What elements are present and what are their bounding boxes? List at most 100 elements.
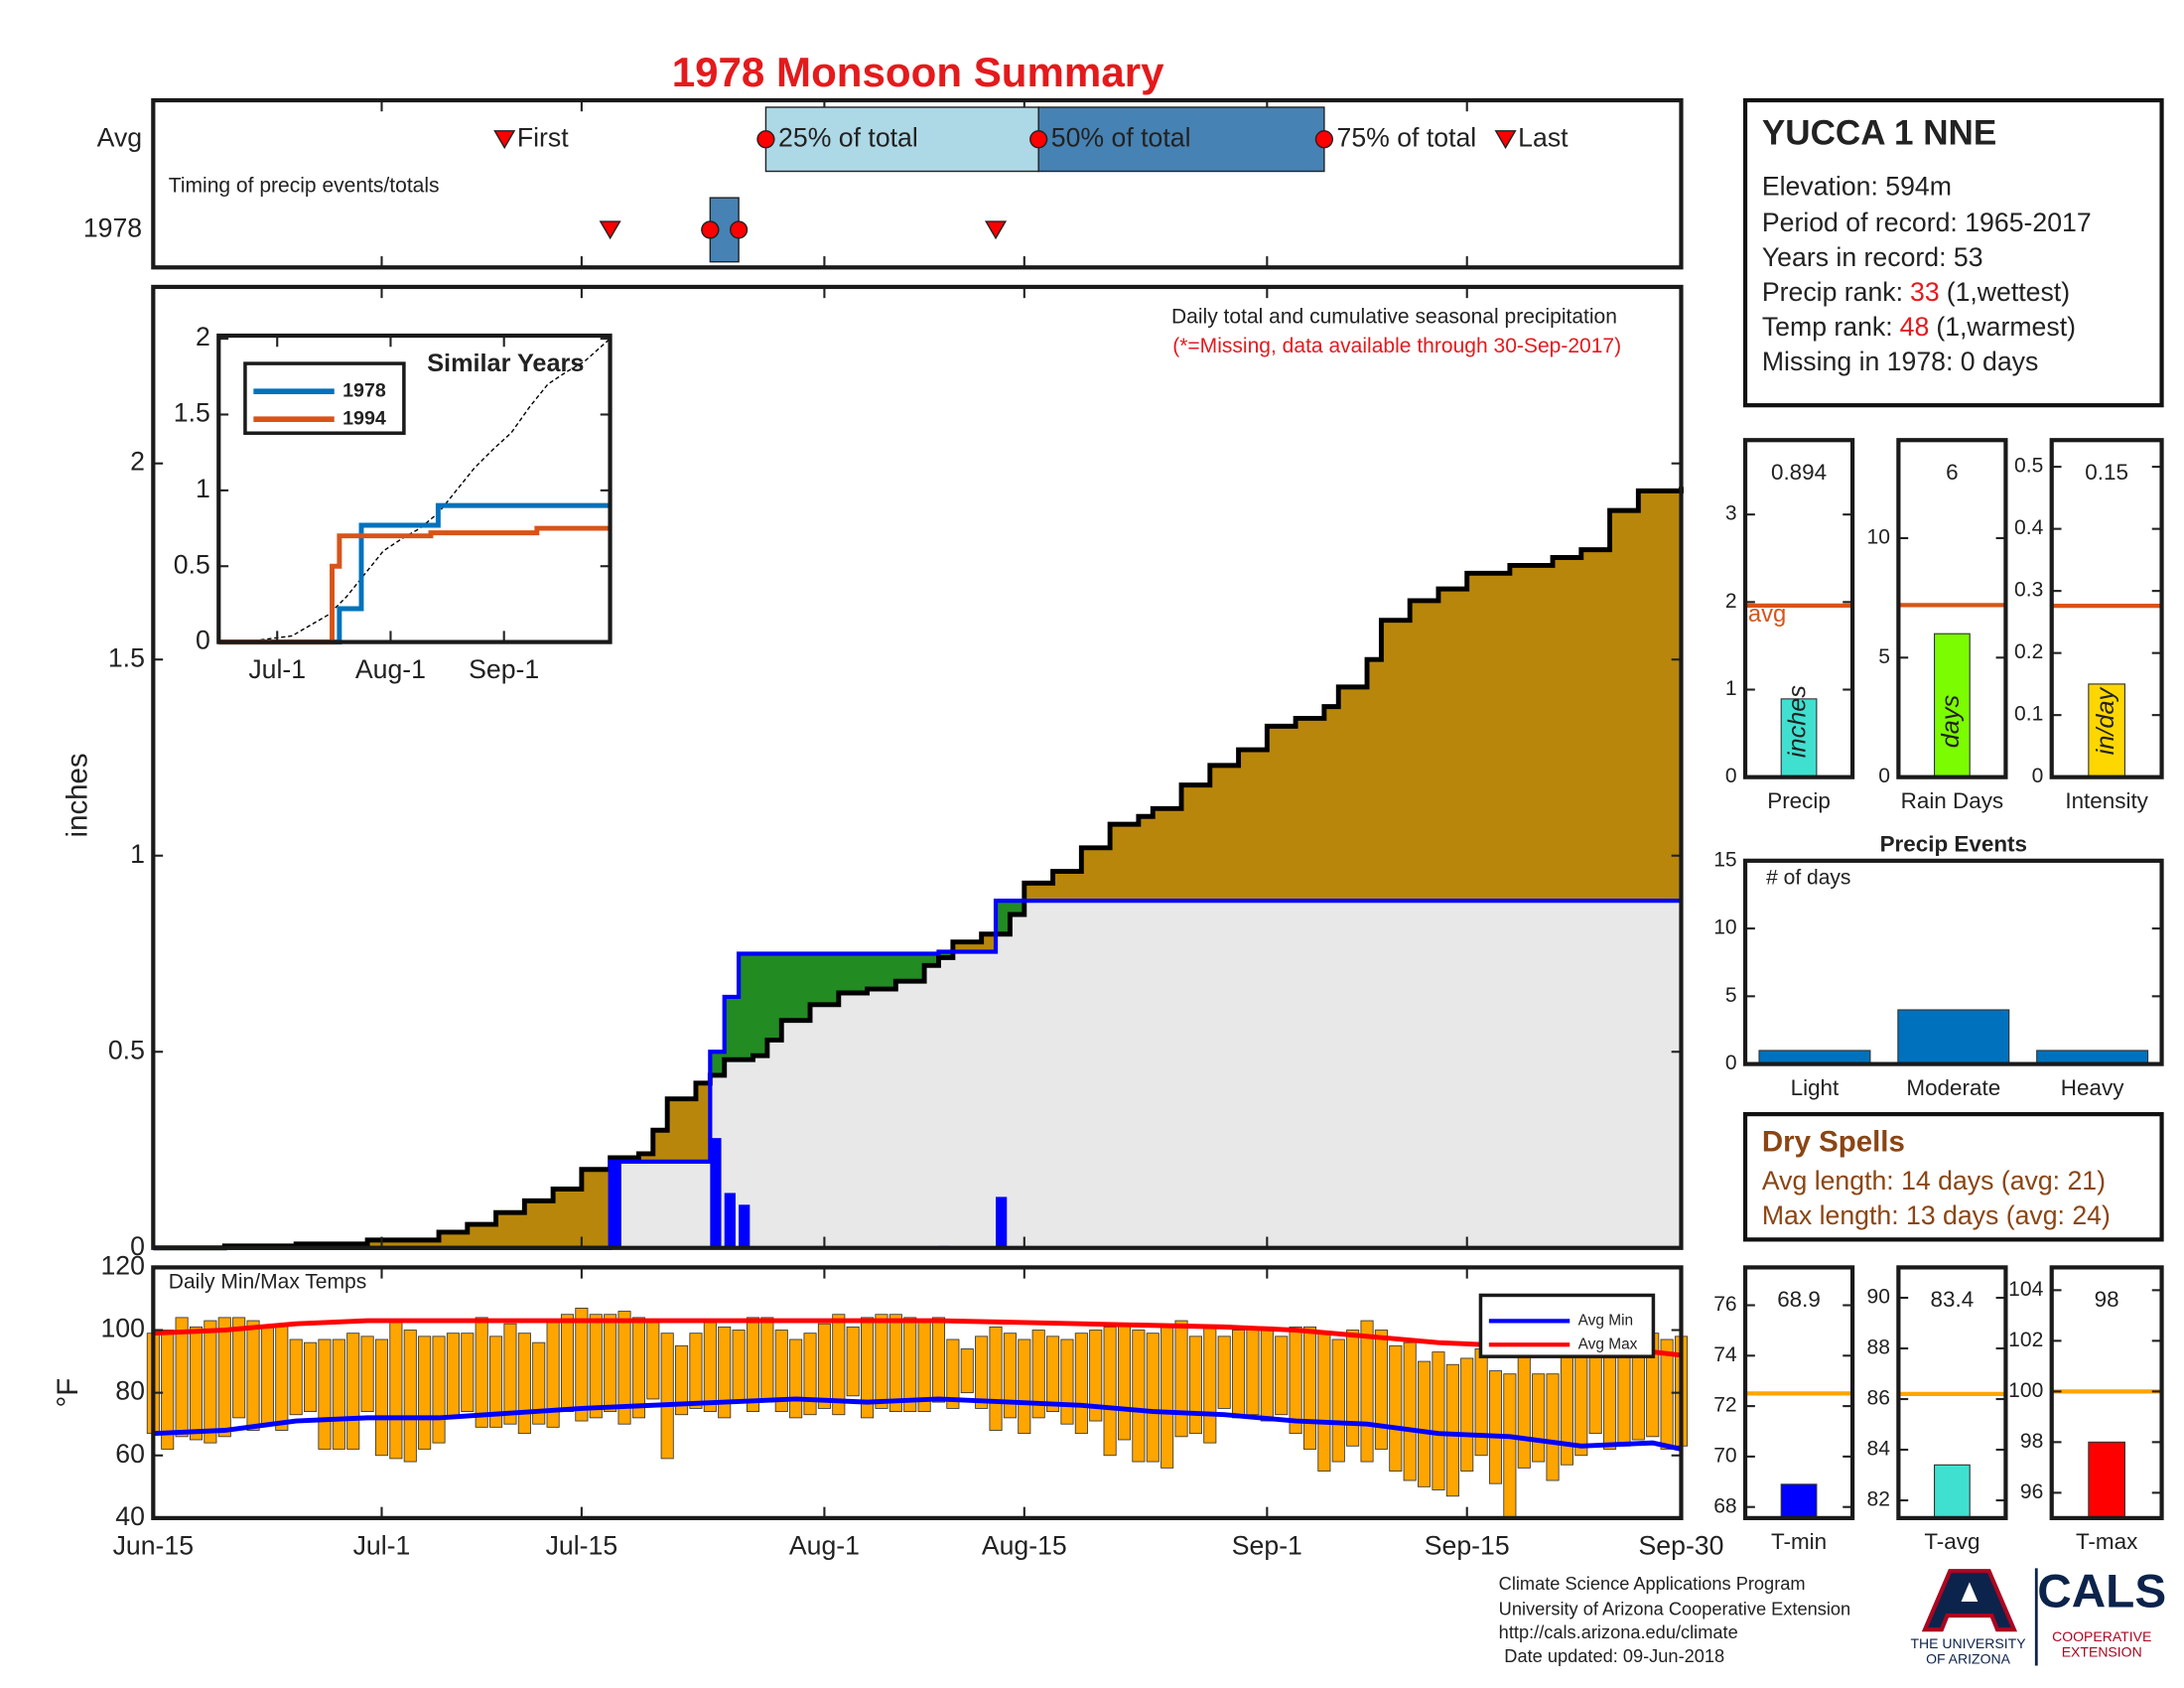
percent-marker	[756, 130, 775, 149]
temp-bar	[217, 1317, 231, 1438]
temp-bar	[432, 1336, 446, 1444]
y-tick-label: 60	[115, 1439, 145, 1469]
temp-bar	[1103, 1326, 1117, 1457]
temp-bar	[389, 1320, 403, 1460]
logo-text: OF ARIZONA	[1926, 1651, 2011, 1667]
temp-bar	[1346, 1330, 1360, 1447]
panel-title: Daily Min/Max Temps	[169, 1270, 366, 1293]
y-tick-label: 72	[1713, 1394, 1736, 1417]
temp-bar	[789, 1338, 803, 1419]
temp-bar	[675, 1344, 689, 1416]
x-label: T-max	[2076, 1529, 2137, 1554]
x-tick-label: Sep-1	[469, 654, 539, 684]
series-line	[218, 502, 611, 645]
station-line: Precip rank: 33 (1,wettest)	[1762, 277, 2070, 307]
temp-bar	[1503, 1373, 1517, 1519]
y-tick-label: 1	[130, 839, 145, 869]
temp-bar	[1532, 1373, 1546, 1463]
temp-bar	[175, 1317, 189, 1438]
temp-bar	[1146, 1333, 1160, 1463]
temp-bar	[1445, 1363, 1459, 1497]
y-tick-label: 1.5	[174, 398, 210, 428]
temp-bar	[346, 1333, 360, 1450]
y-tick-label: 82	[1867, 1488, 1890, 1511]
temp-bar	[503, 1323, 517, 1425]
event-marker	[599, 220, 621, 240]
temp-bar	[846, 1326, 860, 1397]
logo-cals: CALS	[2037, 1566, 2166, 1618]
temp-bar	[418, 1336, 432, 1450]
station-line: Missing in 1978: 0 days	[1762, 347, 2038, 376]
subtitle: Daily total and cumulative seasonal prec…	[1171, 305, 1617, 328]
temp-bar	[975, 1336, 989, 1409]
y-tick-label: 0	[1725, 1052, 1737, 1074]
temp-bar	[560, 1314, 575, 1412]
temp-bar	[1132, 1330, 1146, 1463]
bar	[2088, 683, 2125, 778]
dry-spells-box: Dry Spells Avg length: 14 days (avg: 21)…	[1742, 1112, 2164, 1242]
temp-bar	[732, 1330, 746, 1403]
plot-frame	[2049, 438, 2164, 779]
y-tick-label: 1	[196, 474, 210, 503]
daily-bar	[710, 1138, 722, 1248]
temp-bar	[1660, 1338, 1674, 1450]
temp-bar	[1246, 1330, 1260, 1416]
average-line	[153, 487, 1684, 1251]
marker-label: 75% of total	[1337, 122, 1477, 152]
temp-bar	[575, 1308, 589, 1422]
x-tick-label: Aug-1	[355, 654, 426, 684]
rank-label: Temp rank:	[1762, 312, 1893, 342]
x-label: Rain Days	[1901, 788, 2004, 813]
y-tick-label: 0	[2032, 765, 2044, 787]
y-tick-label: 0.4	[2014, 516, 2044, 539]
y-tick-label: 88	[1867, 1336, 1890, 1359]
y-tick-label: 70	[1713, 1444, 1736, 1467]
daily-bar	[610, 1161, 621, 1248]
temp-bar	[946, 1338, 960, 1409]
station-line: Temp rank: 48 (1,warmest)	[1762, 312, 2076, 342]
temp-bar	[1003, 1333, 1017, 1419]
x-tick-label: Jul-15	[546, 1530, 618, 1560]
temp-bar	[304, 1341, 318, 1412]
y-tick-label: 86	[1867, 1387, 1890, 1410]
temp-bar	[660, 1333, 674, 1460]
temp-bar	[1275, 1336, 1289, 1416]
temp-bar	[746, 1317, 760, 1412]
dry-spells-title: Dry Spells	[1762, 1125, 1905, 1158]
y-tick-label: 3	[1725, 502, 1737, 525]
x-label: Moderate	[1906, 1075, 2000, 1100]
legend-label: 1994	[342, 407, 386, 429]
temp-bar	[318, 1338, 332, 1450]
y-tick-label: 2	[1725, 590, 1737, 613]
station-frame	[1742, 97, 2164, 408]
temp-bar	[161, 1330, 175, 1450]
plot-frame	[1742, 1265, 1855, 1520]
x-tick-label: Jul-1	[248, 654, 306, 684]
footer-line: http://cals.arizona.edu/climate	[1499, 1621, 1738, 1642]
avg-temp-line	[153, 1396, 1683, 1452]
plot-frame	[2049, 1265, 2164, 1520]
station-box: YUCCA 1 NNE Elevation: 594m Period of re…	[1742, 97, 2164, 408]
temp-bar	[489, 1336, 503, 1428]
x-label: T-min	[1771, 1529, 1827, 1554]
temp-bar	[1331, 1338, 1345, 1463]
temp-bar	[1174, 1320, 1188, 1438]
legend-label: 1978	[342, 379, 386, 401]
percent-marker	[1314, 130, 1333, 149]
event-marker	[1494, 130, 1517, 150]
temp-bar	[289, 1338, 303, 1416]
temp-bar	[1289, 1326, 1302, 1435]
temp-bar	[189, 1326, 204, 1441]
y-axis-label: °F	[52, 1378, 84, 1408]
temp-bar	[1546, 1373, 1560, 1481]
temp-bar	[204, 1320, 217, 1444]
marker-label: Last	[1518, 122, 1569, 152]
dry-spells-frame	[1742, 1112, 2164, 1242]
row-label: 1978	[83, 212, 142, 242]
temp-bar	[246, 1320, 260, 1431]
temp-bar	[1018, 1338, 1031, 1435]
page-title: 1978 Monsoon Summary	[672, 49, 1164, 95]
station-line: Period of record: 1965-2017	[1762, 208, 2092, 237]
temp-bar	[1302, 1326, 1317, 1450]
temp-bar	[703, 1320, 717, 1412]
